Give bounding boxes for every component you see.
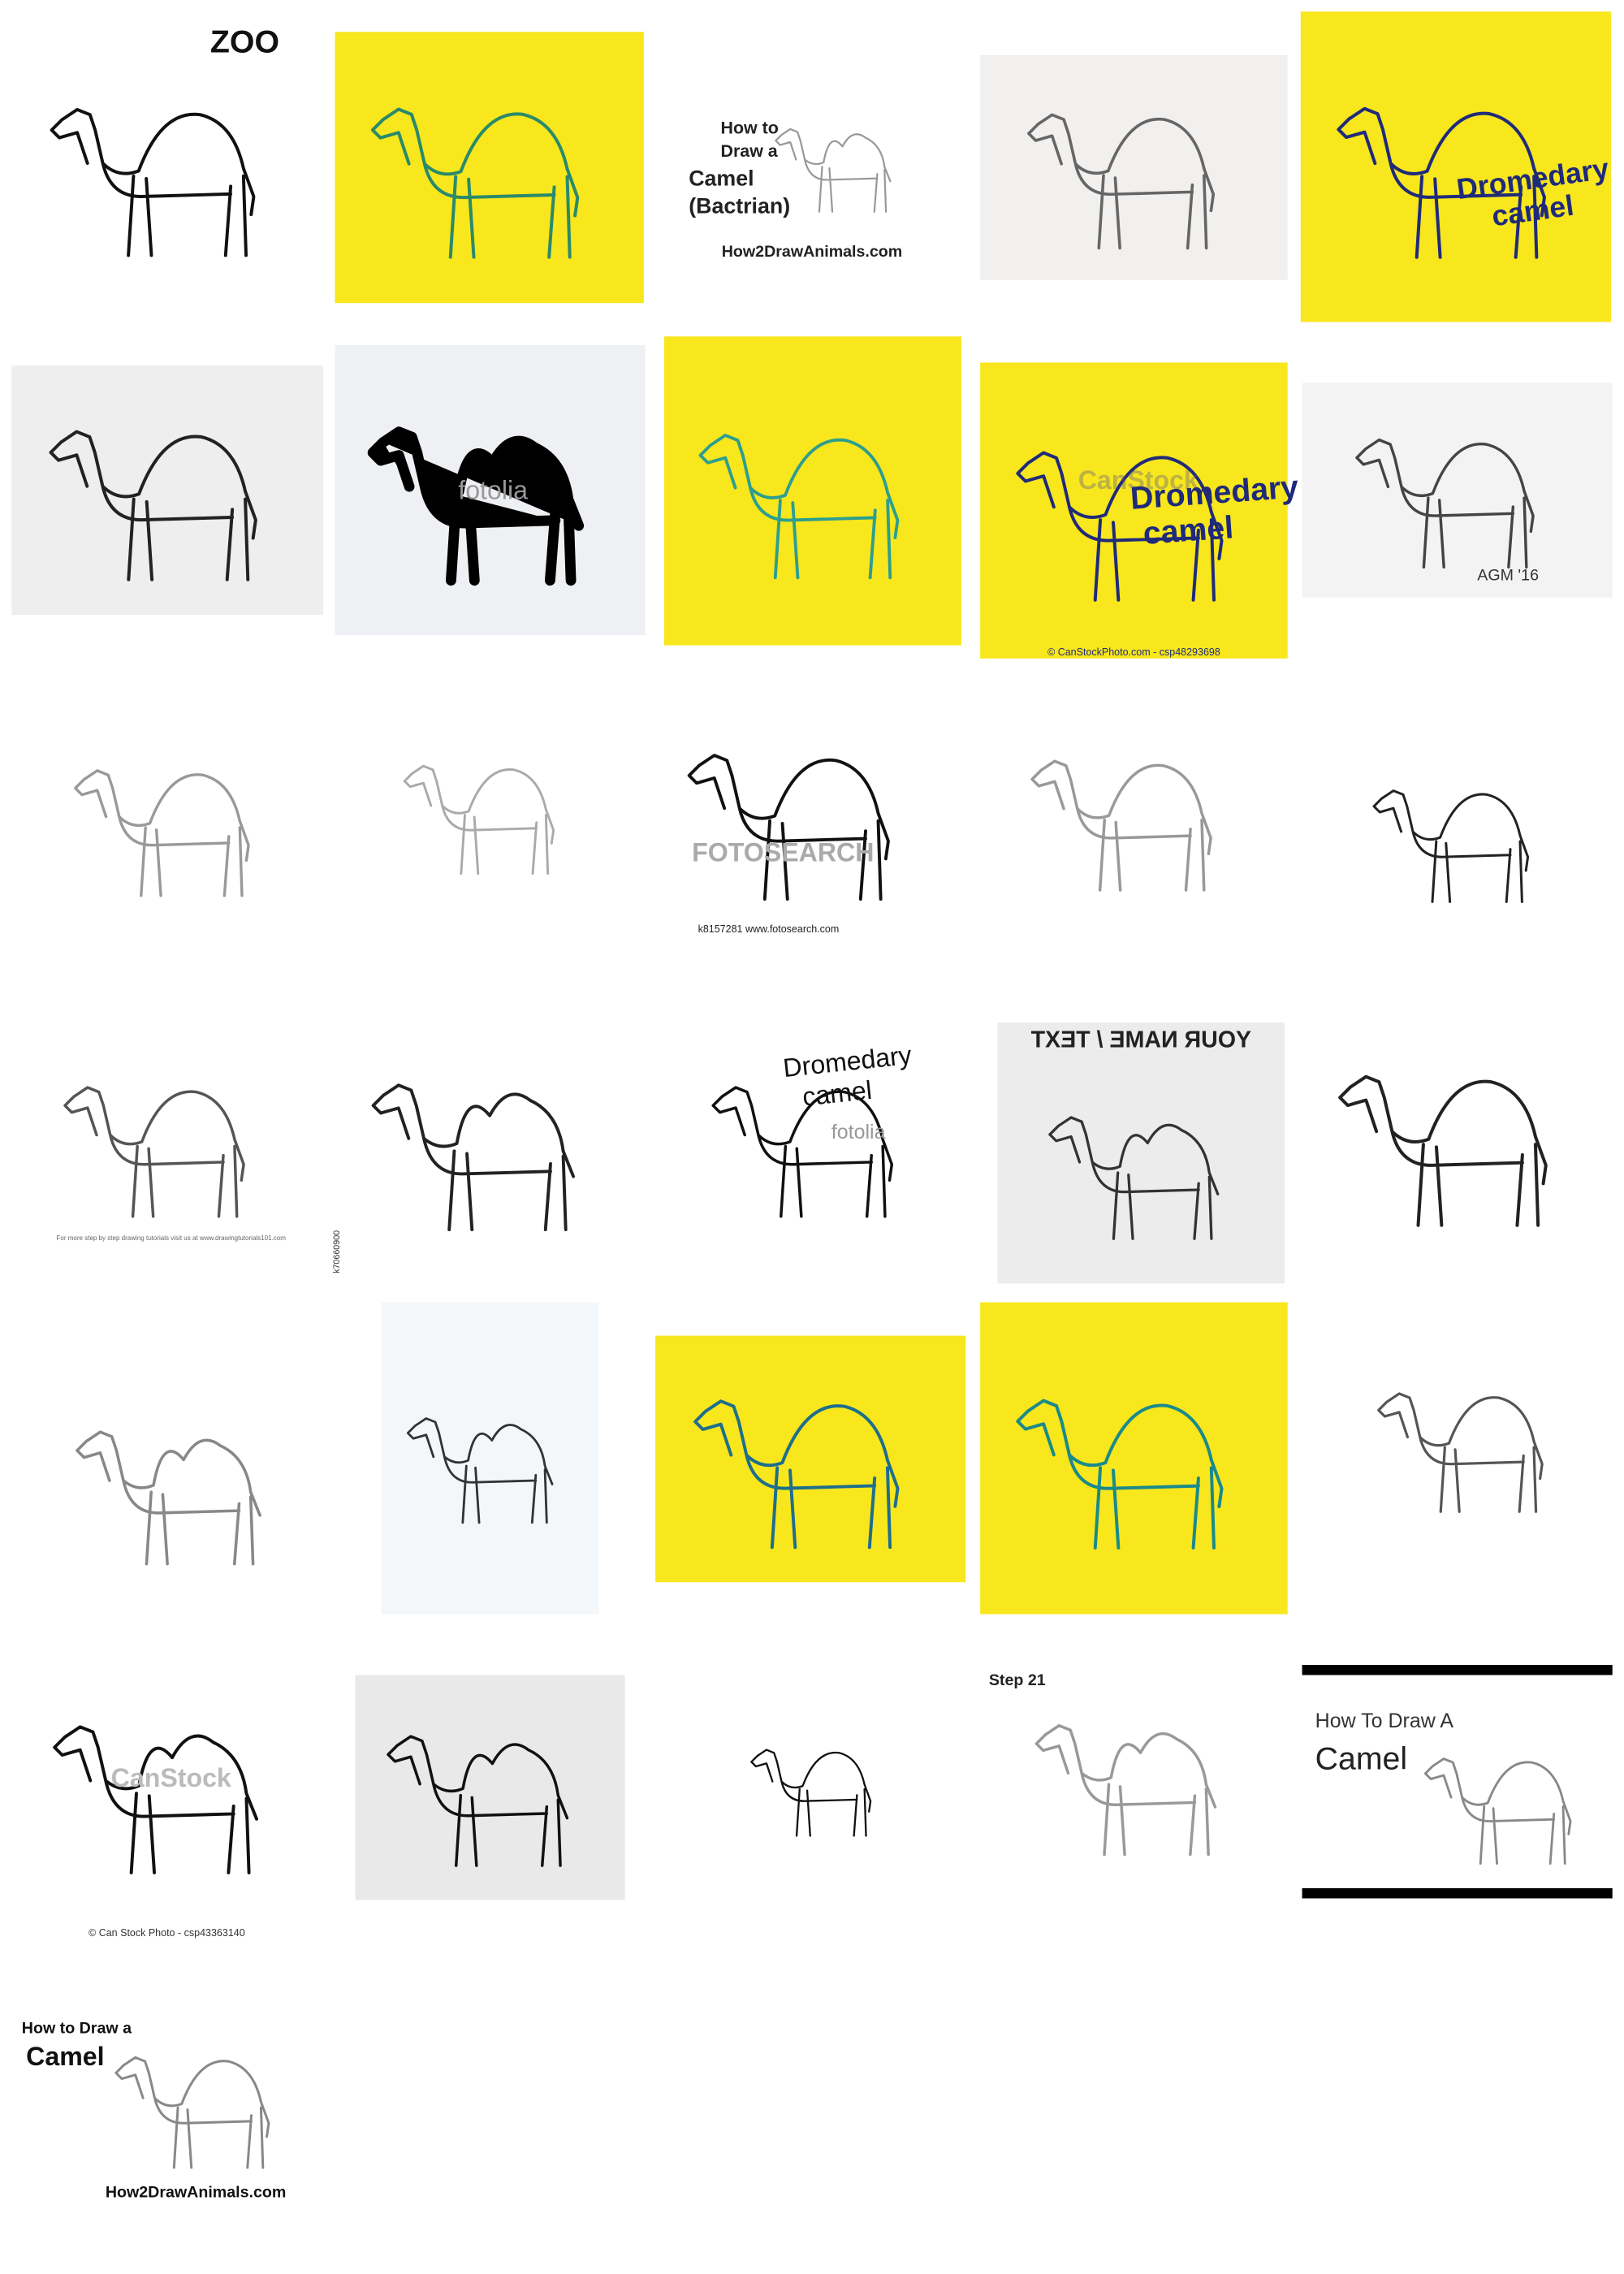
- image-tile: [21, 1029, 312, 1247]
- caption: © CanStockPhoto.com - csp48293698: [1047, 646, 1220, 658]
- caption: How to Draw a: [22, 2020, 132, 2038]
- frame-bar: [1302, 1888, 1613, 1899]
- image-tile: [43, 681, 304, 958]
- caption: k8157281 www.fotosearch.com: [698, 923, 840, 935]
- image-tile: [980, 54, 1288, 280]
- caption: Draw a: [721, 141, 779, 161]
- image-tile: [1302, 383, 1613, 598]
- image-tile: [986, 1667, 1291, 1886]
- caption: CanStock: [1078, 465, 1199, 495]
- caption: (Bactrian): [689, 194, 790, 218]
- caption: camel: [1142, 509, 1234, 551]
- image-tile: [17, 1624, 322, 1943]
- image-tile: [980, 703, 1288, 921]
- image-tile: [11, 2001, 317, 2205]
- image-tile: [381, 1302, 599, 1615]
- caption: Camel: [689, 166, 754, 191]
- image-tile: [663, 336, 961, 646]
- caption: How2DrawAnimals.com: [106, 2183, 286, 2201]
- caption: How2DrawAnimals.com: [722, 243, 902, 261]
- image-tile: [1300, 11, 1611, 322]
- image-tile: [681, 94, 914, 269]
- caption: Camel: [1315, 1741, 1407, 1777]
- caption: camel: [801, 1075, 873, 1112]
- image-tile: [335, 345, 646, 636]
- caption: CanStock: [111, 1763, 231, 1792]
- caption: For more step by step drawing tutorials …: [56, 1234, 286, 1242]
- caption: fotolia: [458, 475, 528, 504]
- caption: k70660900: [332, 1230, 342, 1273]
- caption: fotolia: [831, 1121, 886, 1143]
- caption: AGM '16: [1477, 566, 1539, 584]
- image-tile: [980, 362, 1288, 659]
- caption: FOTOSEARCH: [692, 838, 874, 867]
- image-tile: [652, 689, 953, 936]
- caption: Step 21: [989, 1671, 1046, 1689]
- image-tile: [43, 1346, 319, 1622]
- image-tile: [997, 1022, 1285, 1284]
- caption: Camel: [26, 2042, 104, 2071]
- image-tile: [980, 1302, 1288, 1615]
- image-tile: [1302, 979, 1613, 1291]
- image-tile: [355, 1675, 625, 1900]
- image-tile: [655, 1335, 966, 1583]
- image-tile: [1345, 703, 1578, 965]
- caption: ZOO: [210, 24, 279, 59]
- image-tile: [335, 32, 644, 304]
- caption: YOUR NAME / TEXT: [1030, 1027, 1251, 1053]
- image-tile: [1348, 1331, 1596, 1550]
- image-tile: [670, 1029, 961, 1247]
- frame-bar: [1302, 1665, 1613, 1675]
- image-tile: [689, 1711, 950, 1857]
- image-tile: [14, 21, 319, 312]
- caption: How To Draw A: [1315, 1710, 1454, 1732]
- image-tile: [369, 717, 609, 900]
- caption: © Can Stock Photo - csp43363140: [89, 1927, 245, 1939]
- caption: How to: [721, 118, 779, 137]
- image-tile: [11, 365, 324, 616]
- image-tile: [336, 1008, 638, 1277]
